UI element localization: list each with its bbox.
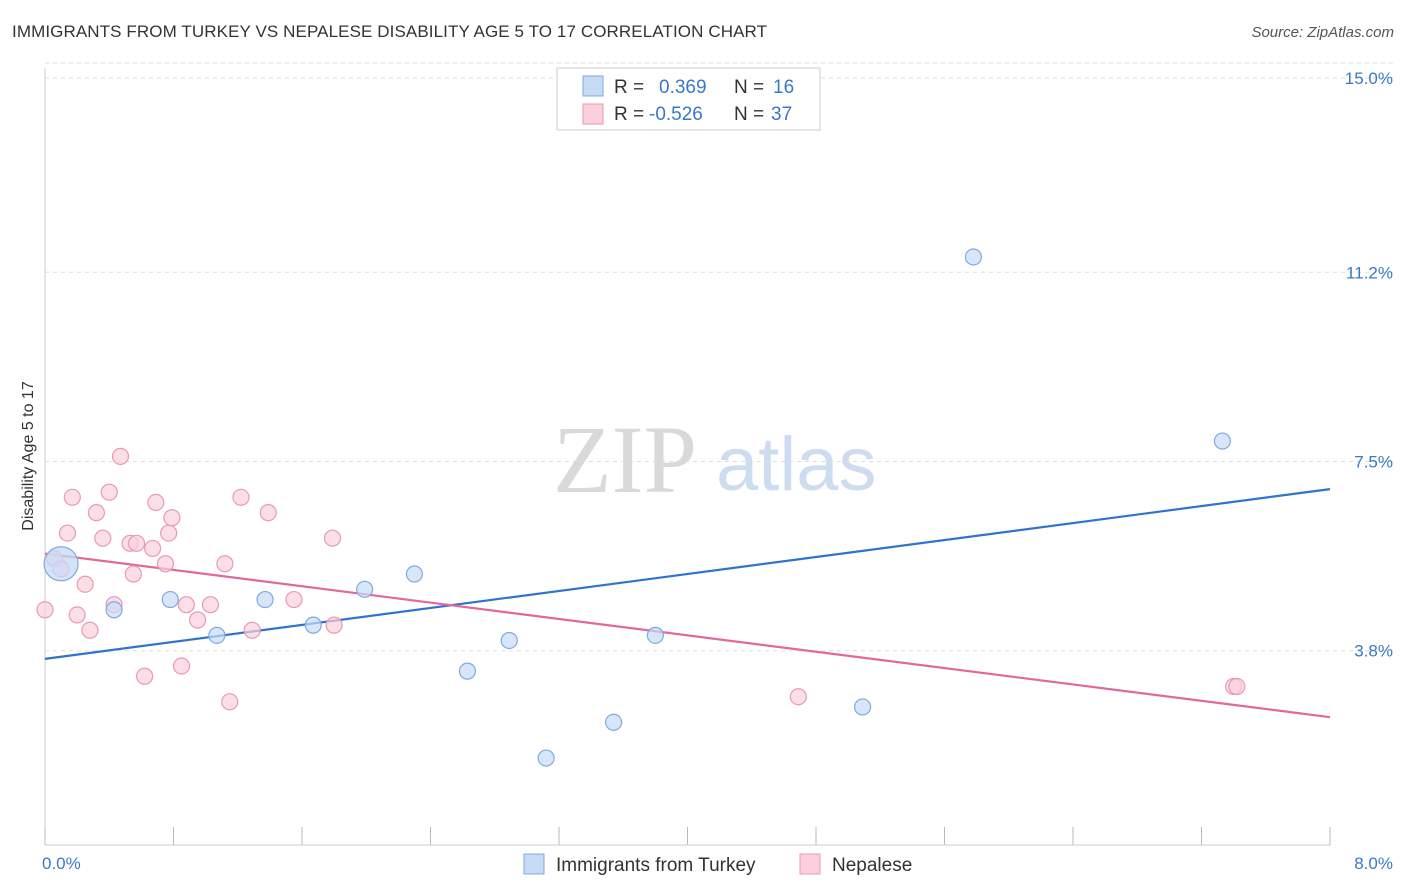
data-point-turkey (853, 698, 872, 716)
data-point-nepalese (243, 621, 261, 639)
data-point-nepalese (160, 524, 178, 542)
y-axis-title: Disability Age 5 to 17 (20, 381, 37, 531)
legend: R = 0.369 N = 16 R = -0.526 N = 37 (556, 67, 821, 131)
data-point-nepalese (94, 529, 112, 547)
data-point-turkey (43, 546, 79, 582)
legend-swatch-nepalese (582, 103, 604, 125)
data-point-nepalese (127, 534, 146, 552)
data-point-nepalese (135, 667, 154, 685)
data-point-turkey (964, 248, 983, 266)
data-point-nepalese (188, 611, 207, 629)
data-point-turkey (605, 713, 623, 731)
data-point-turkey (356, 580, 374, 598)
data-point-nepalese (285, 590, 303, 609)
watermark-zip: ZIP (553, 406, 697, 513)
data-point-turkey (1213, 432, 1231, 450)
legend-n-label-nepalese: N = (734, 104, 764, 125)
data-point-turkey (105, 601, 123, 619)
data-point-nepalese (63, 488, 81, 506)
legend-r-value-turkey: 0.369 (659, 77, 707, 98)
data-point-nepalese (76, 575, 94, 593)
x-tick-label-min: 0.0% (42, 854, 81, 873)
data-points (36, 248, 1246, 767)
chart-title: IMMIGRANTS FROM TURKEY VS NEPALESE DISAB… (12, 22, 768, 41)
data-point-nepalese (172, 657, 191, 675)
data-point-nepalese (144, 539, 162, 558)
data-point-nepalese (68, 606, 86, 624)
data-point-nepalese (156, 555, 175, 573)
gridlines (45, 62, 1393, 652)
data-point-nepalese (1228, 677, 1246, 696)
data-point-turkey (458, 662, 477, 680)
data-point-nepalese (259, 504, 277, 522)
data-point-nepalese (323, 529, 342, 547)
data-point-nepalese (124, 565, 142, 583)
bottom-legend-label-nepalese: Nepalese (832, 855, 912, 876)
data-point-turkey (304, 616, 322, 634)
data-point-turkey (500, 631, 518, 650)
bottom-legend-label-turkey: Immigrants from Turkey (556, 855, 756, 876)
legend-n-value-turkey: 16 (773, 77, 794, 98)
y-tick-label: 7.5% (1354, 453, 1393, 472)
data-point-nepalese (216, 555, 234, 573)
data-point-turkey (646, 626, 664, 644)
legend-r-label-turkey: R = (614, 77, 644, 98)
data-point-nepalese (201, 596, 220, 614)
legend-n-value-nepalese: 37 (771, 104, 792, 125)
data-point-nepalese (100, 483, 118, 501)
data-point-nepalese (232, 488, 250, 506)
bottom-legend-swatch-nepalese (799, 853, 821, 875)
trend-lines (44, 488, 1331, 719)
data-point-turkey (256, 590, 274, 609)
watermark-atlas: atlas (716, 422, 877, 507)
data-point-turkey (161, 590, 179, 609)
data-point-nepalese (81, 621, 99, 639)
data-point-turkey (208, 626, 226, 644)
data-point-nepalese (221, 693, 239, 711)
legend-r-value-nepalese: -0.526 (649, 104, 703, 125)
data-point-nepalese (111, 447, 130, 465)
bottom-legend: Immigrants from Turkey Nepalese (523, 853, 912, 876)
data-point-nepalese (87, 504, 106, 522)
y-tick-label: 3.8% (1354, 642, 1393, 661)
source-credit: Source: ZipAtlas.com (1251, 24, 1394, 41)
legend-r-label-nepalese: R = (614, 104, 644, 125)
x-tick-label-max: 8.0% (1354, 854, 1393, 873)
trend-line (44, 552, 1331, 719)
axes: 3.8% 7.5% 11.2% 15.0% (44, 68, 1393, 846)
data-point-nepalese (789, 688, 807, 706)
legend-swatch-turkey (582, 75, 604, 97)
data-point-nepalese (325, 616, 343, 634)
data-point-turkey (537, 749, 555, 767)
data-point-nepalese (147, 493, 165, 512)
y-tick-label: 15.0% (1345, 69, 1393, 88)
data-point-nepalese (36, 601, 54, 619)
legend-n-label-turkey: N = (734, 77, 764, 98)
data-point-turkey (405, 565, 424, 583)
data-point-nepalese (58, 524, 77, 542)
trend-line (44, 488, 1331, 660)
data-point-nepalese (177, 596, 195, 614)
y-tick-label: 11.2% (1346, 263, 1393, 282)
bottom-legend-swatch-turkey (523, 853, 545, 875)
data-point-nepalese (163, 509, 181, 527)
